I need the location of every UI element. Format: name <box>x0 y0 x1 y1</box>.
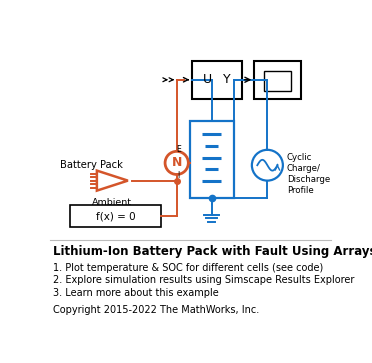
Text: 1. Plot temperature & SOC for different cells (see code): 1. Plot temperature & SOC for different … <box>53 263 323 273</box>
Bar <box>192 61 242 99</box>
Bar <box>254 61 301 99</box>
Text: Y: Y <box>222 73 230 86</box>
Text: Ambient: Ambient <box>92 197 132 207</box>
Text: 2. Explore simulation results using Simscape Results Explorer: 2. Explore simulation results using Sims… <box>53 275 354 285</box>
Text: Cyclic
Charge/
Discharge
Profile: Cyclic Charge/ Discharge Profile <box>287 153 330 195</box>
Text: E: E <box>176 145 181 154</box>
Bar <box>70 205 161 227</box>
Text: I: I <box>177 171 179 180</box>
Text: Copyright 2015-2022 The MathWorks, Inc.: Copyright 2015-2022 The MathWorks, Inc. <box>53 305 259 315</box>
Text: Lithium-Ion Battery Pack with Fault Using Arrays: Lithium-Ion Battery Pack with Fault Usin… <box>53 245 372 258</box>
Text: Battery Pack: Battery Pack <box>61 160 124 170</box>
Text: U: U <box>203 73 212 86</box>
Bar <box>264 70 291 90</box>
Polygon shape <box>97 171 128 191</box>
Text: 3. Learn more about this example: 3. Learn more about this example <box>53 287 218 298</box>
Text: f(x) = 0: f(x) = 0 <box>96 211 135 221</box>
Text: N: N <box>171 156 182 170</box>
